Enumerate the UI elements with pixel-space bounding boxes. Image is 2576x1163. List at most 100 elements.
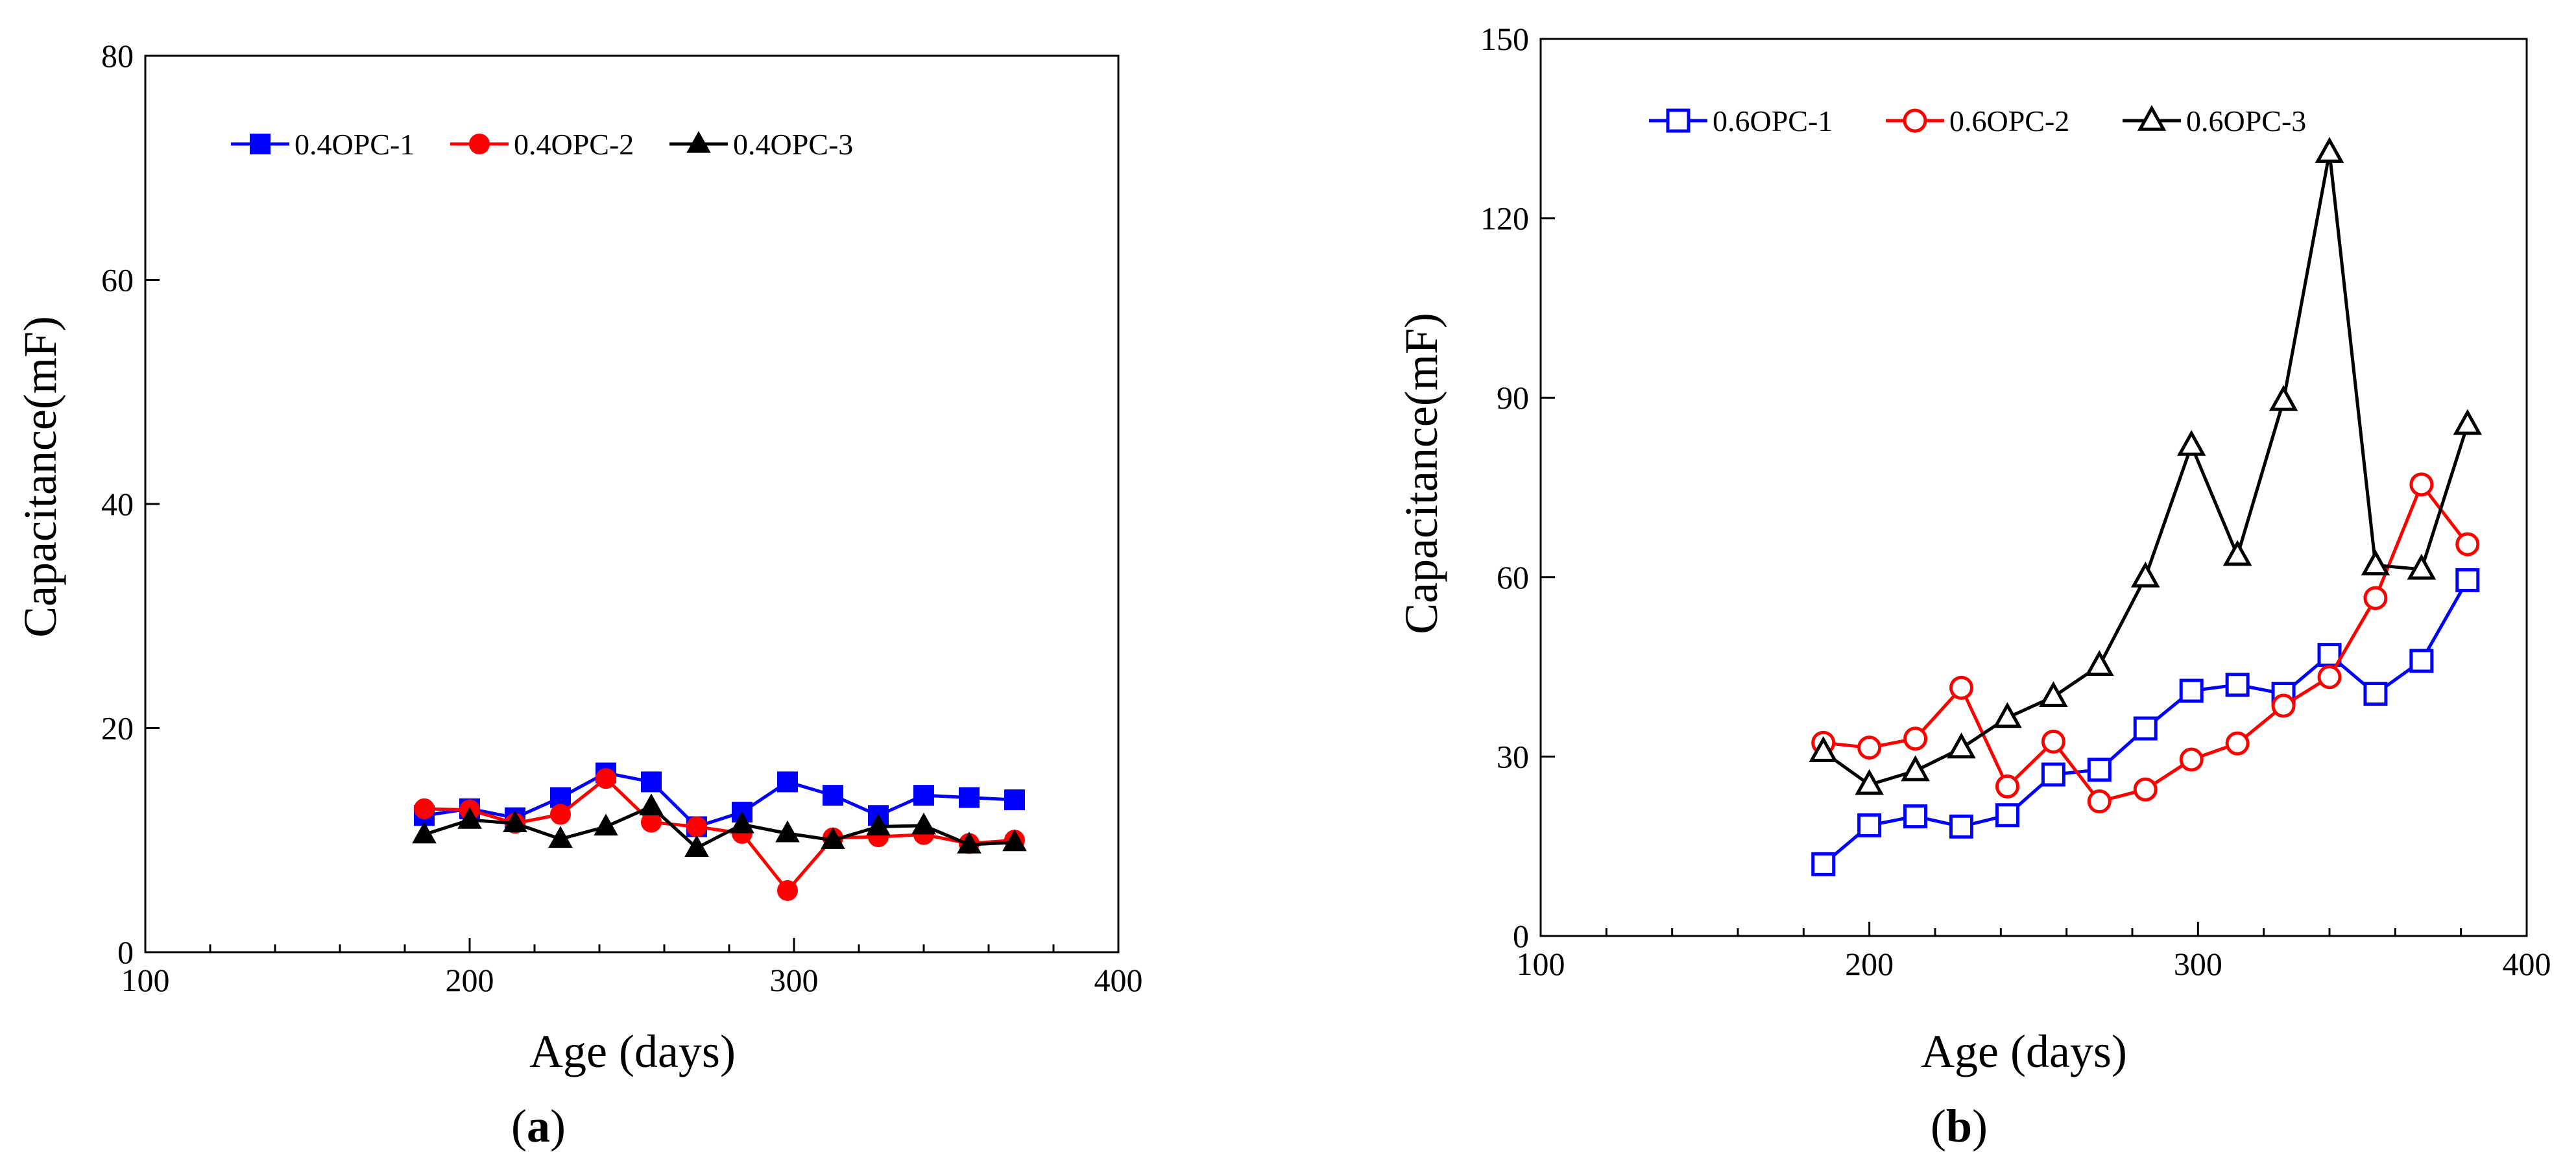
chart-a-x-tick-label: 400 [1094, 962, 1143, 998]
chart-a-legend-item: 0.4OPC-1 [231, 128, 415, 161]
chart-b-legend-marker [2137, 104, 2167, 131]
chart-panel-b: Capacitance(mF) Age (days) (b) 100 200 300… [1395, 21, 2551, 1152]
chart-a-xlabel: Age (days) [529, 1025, 736, 1077]
chart-b-data-point [2087, 789, 2112, 814]
chart-b-y-tick-label: 150 [1480, 21, 1529, 57]
chart-a-data-point [414, 798, 435, 819]
chart-b-data-point [2039, 681, 2068, 707]
chart-b-data-point [1903, 804, 1928, 829]
chart-a-data-point [641, 771, 662, 793]
chart-b-data-point [2133, 777, 2158, 802]
chart-b-y-tick-label: 60 [1497, 559, 1529, 595]
chart-b-series-0.6OPC-2 [1811, 472, 2480, 814]
chart-a-data-point [777, 771, 798, 793]
chart-b-data-point [2455, 532, 2480, 557]
chart-a-y-tick-label: 60 [101, 262, 134, 298]
chart-a-legend-marker [469, 134, 490, 154]
chart-b-data-point [1993, 702, 2022, 728]
chart-a-data-point [550, 804, 571, 825]
chart-b-data-point [1995, 774, 2019, 798]
chart-b-data-point [2225, 731, 2250, 756]
chart-b-data-point [2176, 429, 2206, 456]
chart-b-plot-frame [1539, 38, 2528, 937]
chart-a-y-tick-label: 0 [117, 934, 134, 970]
chart-b-data-point [1857, 813, 1882, 837]
chart-a-legend: 0.4OPC-1 0.4OPC-2 0.4OPC-3 [231, 128, 853, 161]
chart-a-data-point [777, 880, 798, 901]
chart-b-data-point [2041, 762, 2065, 787]
chart-b-data-point [1857, 736, 1882, 760]
chart-a-data-point [503, 810, 527, 832]
chart-b-data-point [2315, 137, 2344, 163]
chart-b-data-point [1995, 803, 2019, 828]
chart-a-data-point [957, 832, 981, 854]
chart-a-data-point [1004, 789, 1025, 811]
chart-b-series-0.6OPC-1 [1811, 568, 2480, 876]
chart-a-data-point [412, 821, 437, 844]
chart-a-panel-letter: a [527, 1100, 550, 1152]
chart-b-legend-item: 0.6OPC-2 [1886, 104, 2069, 138]
chart-a-data-point [641, 811, 662, 833]
chart-b-y-tick-label: 30 [1497, 738, 1529, 774]
chart-b-data-point [2455, 568, 2480, 592]
chart-b-data-point [1903, 726, 1928, 751]
chart-b-data-point [2269, 385, 2298, 411]
chart-b-data-point [1809, 736, 1838, 762]
chart-b-legend: 0.6OPC-1 0.6OPC-2 0.6OPC-3 [1649, 104, 2306, 138]
chart-b-xlabel: Age (days) [1921, 1025, 2127, 1077]
chart-b-x-tick-label: 300 [2174, 946, 2222, 982]
chart-a-data-point [821, 827, 845, 849]
chart-b-series-0.6OPC-3 [1809, 137, 2483, 795]
chart-b-data-point [2361, 549, 2390, 576]
chart-b-data-point [2085, 650, 2114, 677]
chart-a-data-point [1002, 829, 1027, 852]
chart-a-legend-marker [250, 134, 271, 154]
chart-a-data-point [596, 768, 616, 789]
chart-b-data-point [2225, 673, 2250, 697]
chart-a-data-point [548, 826, 573, 848]
chart-b-legend-label: 0.6OPC-1 [1713, 104, 1833, 138]
chart-a-data-point [866, 813, 891, 836]
chart-a-y-tick-label: 20 [101, 710, 134, 747]
chart-b-data-point [1855, 769, 1884, 795]
chart-b-legend-item: 0.6OPC-3 [2123, 104, 2306, 138]
chart-b-panel-letter: b [1946, 1100, 1972, 1152]
chart-b-legend-label: 0.6OPC-3 [2186, 104, 2306, 138]
chart-b-data-point [2363, 682, 2388, 706]
chart-a-legend-label: 0.4OPC-2 [514, 128, 634, 161]
chart-a-panel-label: (a) [511, 1100, 566, 1152]
chart-a-ylabel: Capacitance(mF) [14, 316, 66, 638]
chart-a-legend-item: 0.4OPC-2 [450, 128, 634, 161]
chart-a-data-point [684, 835, 709, 857]
chart-b-x-tick-label: 100 [1517, 946, 1565, 982]
chart-b-data-point [2179, 678, 2204, 703]
chart-b-data-point [1949, 814, 1974, 839]
chart-a-x-tick-label: 100 [121, 962, 170, 998]
chart-a-data-point [686, 816, 707, 837]
chart-a-data-point [823, 785, 843, 806]
chart-a-legend-marker [686, 130, 711, 153]
chart-b-data-point [2453, 409, 2483, 435]
chart-b-x-tick-label: 200 [1845, 946, 1894, 982]
chart-b-legend-item: 0.6OPC-1 [1649, 104, 1833, 138]
chart-panel-a: Capacitance(mF) Age (days) (a) 100 200 300… [14, 38, 1143, 1152]
chart-b-data-point [2130, 561, 2160, 588]
chart-b-data-point [2222, 540, 2252, 566]
chart-b-data-point [2409, 649, 2434, 673]
chart-a-data-point [775, 820, 800, 843]
chart-a-data-point [639, 793, 664, 816]
chart-b-data-point [2317, 643, 2342, 667]
chart-b-data-point [1947, 732, 1976, 759]
chart-a-x-tick-label: 300 [770, 962, 819, 998]
chart-b-data-point [1901, 755, 1930, 782]
chart-b-data-point [2133, 716, 2158, 741]
chart-b-legend-marker [1666, 108, 1691, 133]
chart-a-data-point [594, 813, 618, 836]
chart-b-legend-marker [1903, 108, 1927, 133]
chart-b-data-point [2407, 553, 2437, 580]
chart-a-data-point [730, 811, 754, 833]
chart-b-data-point [1811, 852, 1836, 876]
